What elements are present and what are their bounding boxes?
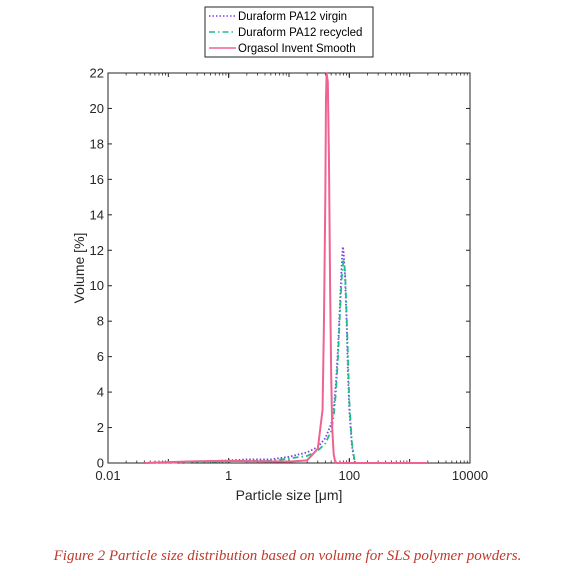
y-axis-label: Volume [%] [71,233,87,304]
y-tick-label: 6 [97,349,104,364]
series-line-orgasol [144,72,428,464]
y-tick-label: 14 [90,207,104,222]
y-tick-label: 10 [90,278,104,293]
legend: Duraform PA12 virgin Duraform PA12 recyc… [204,6,374,58]
y-tick-label: 2 [97,420,104,435]
y-tick-label: 16 [90,172,104,187]
legend-label-orgasol: Orgasol Invent Smooth [238,43,356,55]
y-tick-label: 8 [97,314,104,329]
series-layer [144,72,428,464]
tick-labels: 0 2 4 6 8 10 12 14 16 18 20 22 0.01 1 100 10000 [90,66,489,484]
figure-caption: Figure 2 Particle size distribution base… [53,548,522,564]
x-tick-label: 1 [225,468,232,483]
x-tick-label: 0.01 [95,468,120,483]
legend-label-virgin: Duraform PA12 virgin [238,11,347,23]
legend-label-recycled: Duraform PA12 recycled [238,27,362,39]
y-tick-label: 18 [90,136,104,151]
x-axis-label: Particle size [μm] [236,487,343,503]
y-tick-label: 22 [90,66,104,81]
y-tick-label: 4 [97,385,104,400]
particle-size-chart: 0 2 4 6 8 10 12 14 16 18 20 22 0.01 1 100 10000 Particl… [71,6,489,503]
x-tick-label: 10000 [452,468,488,483]
x-tick-label: 100 [338,468,360,483]
y-tick-label: 12 [90,243,104,258]
plot-area [107,72,471,464]
y-tick-label: 20 [90,101,104,116]
y-tick-label: 0 [97,456,104,471]
